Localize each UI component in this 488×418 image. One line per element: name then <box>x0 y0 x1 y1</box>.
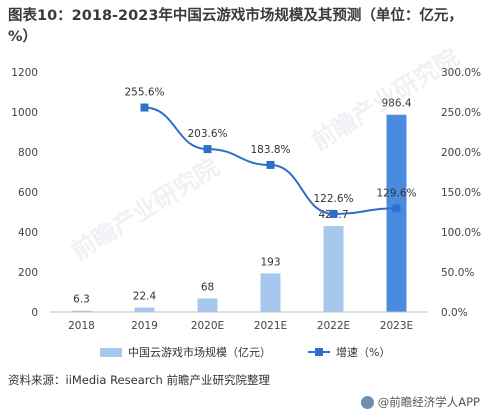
x-tick-label: 2019 <box>131 320 158 332</box>
right-tick-label: 0.0% <box>441 307 468 319</box>
growth-value-label: 203.6% <box>187 128 227 140</box>
right-tick-label: 50.0% <box>441 267 474 279</box>
bar-labels: 6.322.468193429.7986.4 <box>73 98 412 306</box>
growth-value-label: 129.6% <box>376 187 416 199</box>
legend-bar-label: 中国云游戏市场规模（亿元） <box>128 346 271 359</box>
legend: 中国云游戏市场规模（亿元） 增速（%） <box>0 342 488 362</box>
legend-line-label: 增速（%） <box>336 346 391 359</box>
right-tick-label: 300.0% <box>441 67 481 79</box>
legend-bar-swatch <box>100 347 122 357</box>
x-tick-label: 2021E <box>254 320 287 332</box>
growth-point <box>140 103 149 112</box>
left-tick-label: 1200 <box>11 67 38 79</box>
x-tick-label: 2023E <box>380 320 413 332</box>
bar-series <box>71 114 407 312</box>
bar <box>197 298 218 312</box>
growth-line-series <box>140 103 401 218</box>
legend-item-line: 增速（%） <box>308 344 390 360</box>
growth-value-label: 255.6% <box>124 87 164 99</box>
right-tick-label: 200.0% <box>441 147 481 159</box>
right-tick-label: 100.0% <box>441 227 481 239</box>
brand: @前瞻经济学人APP <box>360 394 480 410</box>
left-tick-label: 600 <box>18 187 38 199</box>
right-axis: 0.0% 50.0% 100.0% 150.0% 200.0% 250.0% 300.0% <box>441 67 481 319</box>
bar-value-label: 986.4 <box>381 98 411 110</box>
bar <box>71 310 92 312</box>
growth-point <box>329 209 338 218</box>
growth-labels: 255.6% 203.6% 183.8% 122.6% 129.6% <box>124 87 416 205</box>
bar-value-label: 68 <box>201 281 214 293</box>
left-tick-label: 200 <box>18 267 38 279</box>
chart-title: 图表10：2018-2023年中国云游戏市场规模及其预测（单位：亿元，%） <box>8 8 463 45</box>
bar-value-label: 22.4 <box>133 291 157 303</box>
bar <box>386 114 407 312</box>
growth-point <box>392 204 401 213</box>
left-tick-label: 0 <box>31 307 38 319</box>
x-axis: 2018 2019 2020E 2021E 2022E 2023E <box>50 311 428 332</box>
left-tick-label: 800 <box>18 147 38 159</box>
bar-value-label: 6.3 <box>73 294 90 306</box>
brand-logo-icon <box>360 395 374 409</box>
growth-value-label: 183.8% <box>250 144 290 156</box>
growth-value-label: 122.6% <box>313 193 353 205</box>
growth-line <box>144 106 397 215</box>
x-tick-label: 2020E <box>191 320 224 332</box>
left-tick-label: 1000 <box>11 107 38 119</box>
bar <box>260 273 281 312</box>
right-tick-label: 250.0% <box>441 107 481 119</box>
legend-item-bar: 中国云游戏市场规模（亿元） <box>100 344 271 360</box>
left-axis: 0 200 400 600 800 1000 1200 <box>11 67 38 319</box>
x-tick-label: 2018 <box>68 320 95 332</box>
bar <box>134 307 155 312</box>
brand-label: @前瞻经济学人APP <box>377 395 480 409</box>
source-note: 资料来源：iiMedia Research 前瞻产业研究院整理 <box>8 373 270 387</box>
growth-point <box>203 145 212 154</box>
bar-value-label: 193 <box>260 256 280 268</box>
x-tick-label: 2022E <box>317 320 350 332</box>
left-tick-label: 400 <box>18 227 38 239</box>
right-tick-label: 150.0% <box>441 187 481 199</box>
legend-line-swatch <box>308 348 330 356</box>
bar <box>323 226 344 312</box>
growth-point <box>266 160 275 169</box>
